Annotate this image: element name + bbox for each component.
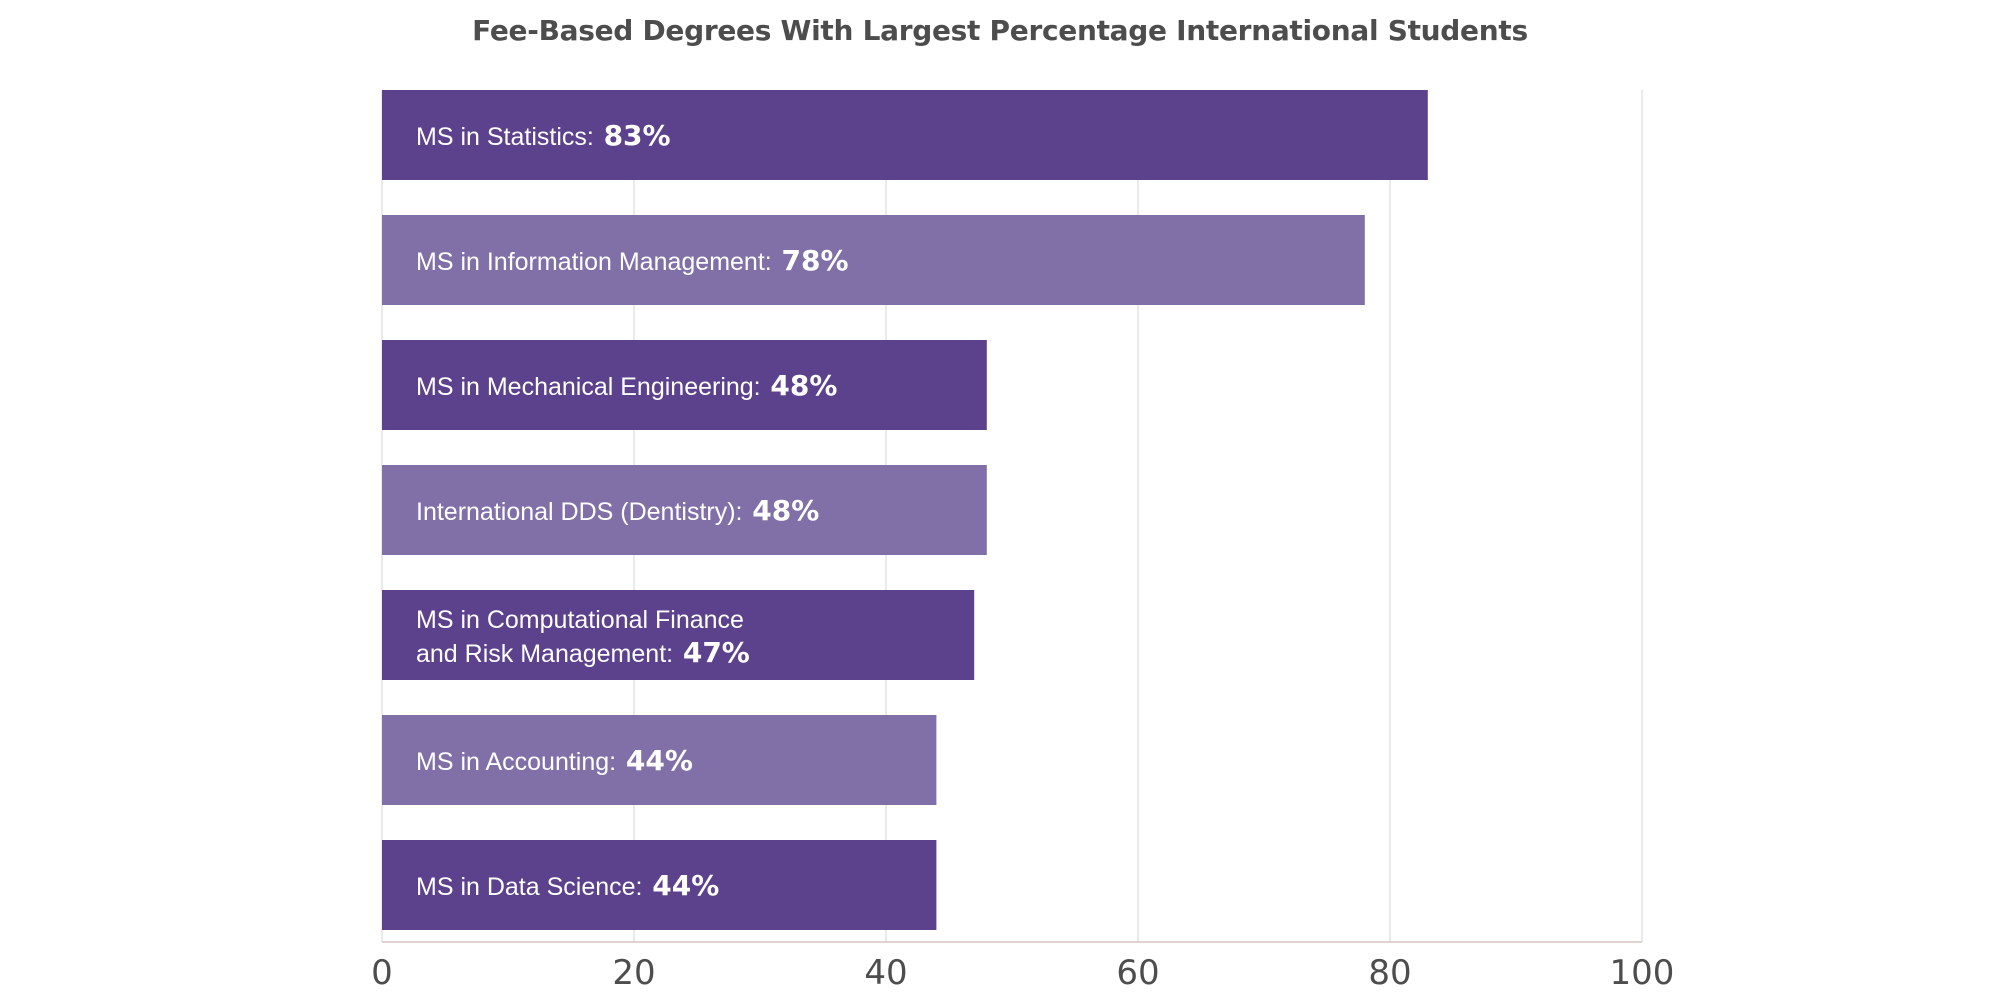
chart-title: Fee-Based Degrees With Largest Percentag… <box>472 14 1528 47</box>
bar-value-label: 44% <box>616 744 693 777</box>
bar-label: International DDS (Dentistry): 48% <box>416 494 819 527</box>
bar-label: MS in Data Science: 44% <box>416 869 719 902</box>
bars: MS in Statistics: 83% MS in Information M… <box>382 90 1428 930</box>
bar-label: MS in Accounting: 44% <box>416 744 693 777</box>
bar-value-label: 44% <box>643 869 720 902</box>
bar-value-label: 48% <box>761 369 838 402</box>
x-tick-label: 20 <box>612 953 655 993</box>
x-tick-label: 100 <box>1610 953 1675 993</box>
bar-label: MS in Mechanical Engineering: 48% <box>416 369 837 402</box>
bar-label: and Risk Management: 47% <box>416 636 750 669</box>
bar <box>382 840 937 930</box>
x-tick-label: 60 <box>1116 953 1159 993</box>
bar-label: MS in Statistics: 83% <box>416 119 671 152</box>
bar <box>382 90 1428 180</box>
bar-value-label: 48% <box>743 494 820 527</box>
x-axis: 0 20 40 60 80 100 <box>371 941 1675 993</box>
bar <box>382 340 987 430</box>
bar <box>382 215 1365 305</box>
x-tick-label: 40 <box>864 953 907 993</box>
bar-label: MS in Computational Finance <box>416 606 744 634</box>
bar-label: MS in Information Management: 78% <box>416 244 849 277</box>
x-tick-label: 80 <box>1368 953 1411 993</box>
bar <box>382 715 937 805</box>
bar <box>382 465 987 555</box>
bar <box>382 590 975 680</box>
bar-value-label: 78% <box>772 244 849 277</box>
bar-value-label: 47% <box>673 636 750 669</box>
x-tick-label: 0 <box>371 953 393 993</box>
bar-value-label: 83% <box>594 119 671 152</box>
